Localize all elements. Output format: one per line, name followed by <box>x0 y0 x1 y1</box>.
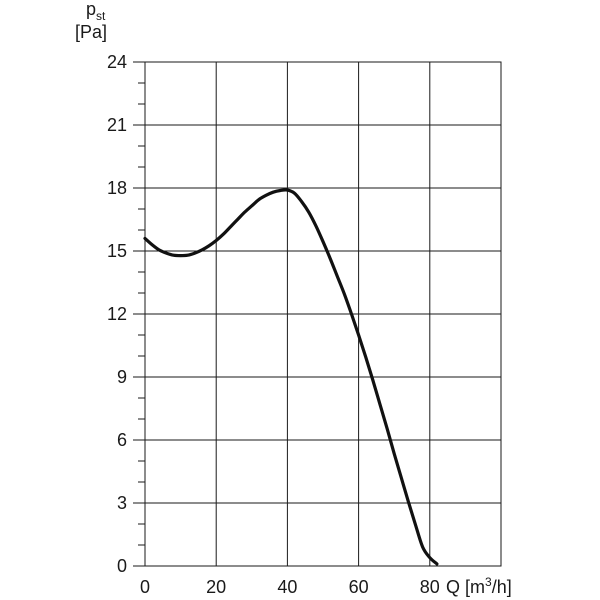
y-tick-label: 9 <box>117 367 127 387</box>
y-tick-label: 24 <box>107 52 127 72</box>
x-tick-labels: 0 20 40 60 80 <box>140 577 440 597</box>
x-tick-label: 0 <box>140 577 150 597</box>
y-tick-label: 0 <box>117 556 127 576</box>
plot-frame <box>144 61 502 567</box>
pressure-curve <box>143 188 439 566</box>
y-tick-label: 21 <box>107 115 127 135</box>
y-axis-label-unit: [Pa] <box>75 22 107 42</box>
y-tick-label: 6 <box>117 430 127 450</box>
y-tick-label: 15 <box>107 241 127 261</box>
x-tick-label: 80 <box>420 577 440 597</box>
y-tick-labels: 0 3 6 9 12 15 18 21 24 <box>107 52 127 576</box>
x-axis-label: Q [m3/h] <box>446 575 512 597</box>
x-tick-label: 20 <box>206 577 226 597</box>
y-tick-label: 12 <box>107 304 127 324</box>
minor-ticks <box>133 61 145 567</box>
x-tick-label: 60 <box>349 577 369 597</box>
y-tick-label: 18 <box>107 178 127 198</box>
y-tick-label: 3 <box>117 493 127 513</box>
grid <box>145 62 501 566</box>
y-axis-label-symbol: pst <box>86 0 106 23</box>
x-tick-label: 40 <box>277 577 297 597</box>
